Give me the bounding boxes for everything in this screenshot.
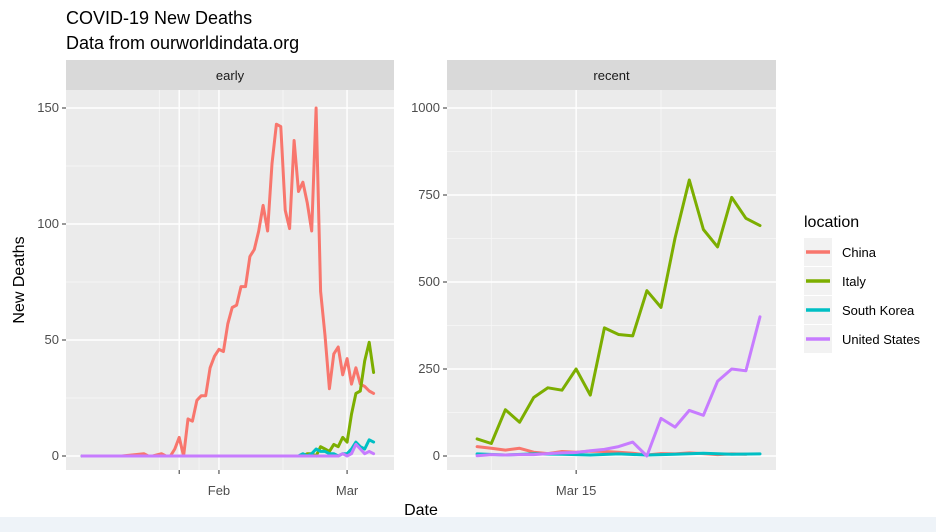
series-line-italy — [475, 178, 762, 445]
series-line-united-states — [475, 315, 762, 458]
y-tick-label: 250 — [418, 361, 440, 376]
x-axis-label: Date — [404, 502, 438, 519]
chart-subtitle: Data from ourworldindata.org — [66, 33, 299, 53]
y-tick-label: 150 — [37, 100, 59, 115]
x-tick-label: Mar 15 — [556, 483, 596, 498]
panel-background — [447, 90, 776, 470]
x-tick-label: Feb — [208, 483, 230, 498]
legend-item-italy: Italy — [804, 267, 866, 295]
legend-label: South Korea — [842, 303, 915, 318]
legend-item-china: China — [804, 238, 877, 266]
legend-items: China Italy South Korea United States — [804, 238, 921, 353]
legend-item-united-states: United States — [804, 325, 921, 353]
y-tick-label: 750 — [418, 187, 440, 202]
panel-recent: recent 0 250 500 750 1000 Mar 15 — [411, 60, 776, 498]
legend: location China Italy South Korea United Sta… — [804, 214, 921, 353]
x-tick-label: Mar — [336, 483, 359, 498]
y-tick-label: 0 — [433, 448, 440, 463]
y-tick-label: 0 — [52, 448, 59, 463]
bottom-strip — [0, 517, 936, 532]
panel-strip-label: recent — [593, 68, 630, 83]
series-line-china — [120, 106, 376, 458]
series-line-united-states — [80, 442, 376, 458]
panel-strip-label: early — [216, 68, 245, 83]
legend-label: United States — [842, 332, 921, 347]
legend-title: location — [804, 214, 859, 231]
legend-item-south-korea: South Korea — [804, 296, 915, 324]
legend-label: Italy — [842, 274, 866, 289]
panel-strip — [447, 60, 776, 90]
panel-background — [66, 90, 394, 470]
legend-label: China — [842, 245, 877, 260]
chart-title: COVID-19 New Deaths — [66, 8, 252, 28]
y-tick-label: 100 — [37, 216, 59, 231]
y-tick-label: 50 — [45, 332, 59, 347]
panel-early: early 0 50 100 150 Feb Mar — [37, 60, 394, 498]
facet-panels: early 0 50 100 150 Feb Mar recent 0 250 500 750 1000… — [37, 60, 776, 498]
y-tick-label: 500 — [418, 274, 440, 289]
y-axis-label: New Deaths — [11, 236, 28, 323]
y-tick-label: 1000 — [411, 100, 440, 115]
panel-strip — [66, 60, 394, 90]
